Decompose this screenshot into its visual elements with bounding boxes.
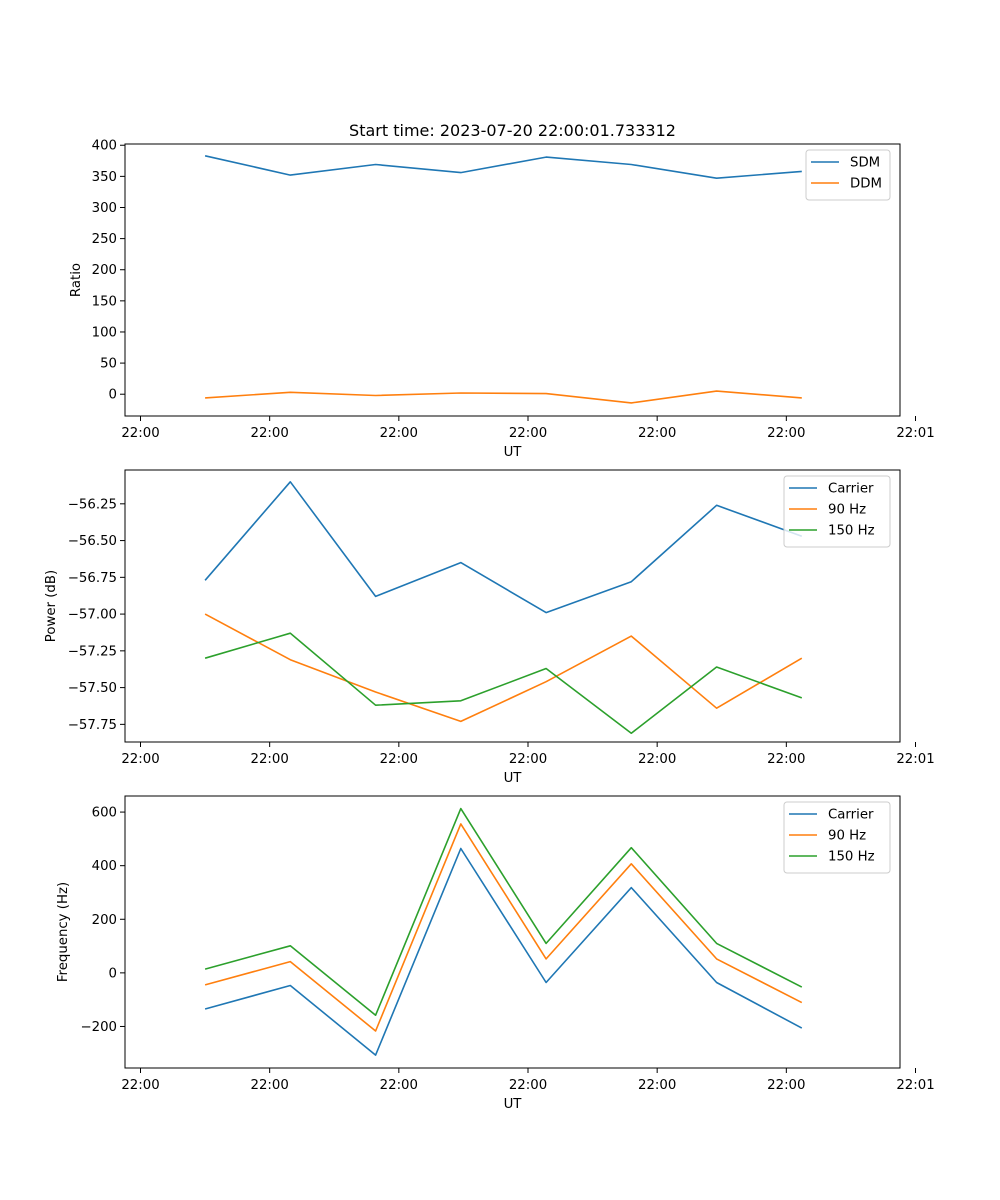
subplot-3: 22:00 22:00 22:00 22:00 22:00 22:00 22:01 −200 0… <box>56 795 935 1112</box>
legend: SDM DDM <box>805 149 891 201</box>
legend-label: SDM <box>850 156 880 171</box>
y-tick-label: 200 <box>92 263 117 278</box>
legend-label: Carrier <box>828 808 874 823</box>
x-axis-label: UT <box>504 445 523 460</box>
series-line-150-hz <box>204 807 803 1017</box>
y-tick-label: 250 <box>92 232 117 247</box>
x-tick-label: 22:00 <box>380 426 418 441</box>
y-tick-label: 50 <box>100 357 117 372</box>
y-tick-label: −200 <box>80 1020 117 1035</box>
legend-label: DDM <box>850 177 882 192</box>
series-line-150-hz <box>204 632 803 735</box>
y-tick-label: 350 <box>92 170 117 185</box>
legend: Carrier 90 Hz 150 Hz <box>783 475 891 548</box>
x-tick-label: 22:00 <box>638 1078 676 1093</box>
y-tick-label: 100 <box>92 325 117 340</box>
plot-frame <box>124 469 901 743</box>
series-line-90-hz <box>204 823 803 1032</box>
x-tick-label: 22:00 <box>251 426 289 441</box>
y-tick-label: −57.75 <box>68 718 117 733</box>
x-tick-label: 22:00 <box>509 426 547 441</box>
y-axis-label: Power (dB) <box>44 570 59 642</box>
x-tick-label: 22:00 <box>251 752 289 767</box>
x-tick-label: 22:00 <box>638 426 676 441</box>
x-tick-label: 22:01 <box>896 1078 934 1093</box>
y-tick-label: 400 <box>92 859 117 874</box>
x-axis-label: UT <box>504 1097 523 1112</box>
plot-frame <box>124 795 901 1069</box>
subplot-2: 22:00 22:00 22:00 22:00 22:00 22:00 22:01 −57.7… <box>44 469 935 786</box>
y-tick-label: −56.25 <box>68 497 117 512</box>
x-tick-label: 22:01 <box>896 426 934 441</box>
series-line-ddm <box>205 390 802 404</box>
legend-label: 150 Hz <box>828 524 875 539</box>
series-line-90-hz <box>204 613 803 723</box>
y-axis-label: Frequency (Hz) <box>56 882 71 982</box>
y-tick-label: 0 <box>109 966 117 981</box>
x-tick-label: 22:00 <box>767 1078 805 1093</box>
series-line-sdm <box>204 155 802 179</box>
y-tick-label: 150 <box>92 294 117 309</box>
y-tick-label: 600 <box>92 806 117 821</box>
series-line-carrier <box>204 480 803 614</box>
legend-label: Carrier <box>828 482 874 497</box>
y-tick-label: −57.50 <box>68 681 117 696</box>
x-tick-label: 22:00 <box>638 752 676 767</box>
x-tick-label: 22:01 <box>896 752 934 767</box>
chart-title: Start time: 2023-07-20 22:00:01.733312 <box>349 121 676 140</box>
y-tick-label: −57.00 <box>68 608 117 623</box>
x-tick-label: 22:00 <box>121 426 159 441</box>
x-tick-label: 22:00 <box>121 1078 159 1093</box>
y-tick-label: 0 <box>109 388 117 403</box>
x-tick-label: 22:00 <box>767 426 805 441</box>
x-tick-label: 22:00 <box>767 752 805 767</box>
y-tick-label: 400 <box>92 139 117 154</box>
y-axis-label: Ratio <box>69 263 84 297</box>
series-line-carrier <box>204 847 803 1056</box>
x-tick-label: 22:00 <box>121 752 159 767</box>
legend-label: 90 Hz <box>828 503 866 518</box>
x-tick-label: 22:00 <box>380 1078 418 1093</box>
y-tick-label: −56.50 <box>68 534 117 549</box>
legend-label: 90 Hz <box>828 829 866 844</box>
x-tick-label: 22:00 <box>509 1078 547 1093</box>
plot-frame <box>124 143 901 417</box>
y-tick-label: −57.25 <box>68 644 117 659</box>
legend: Carrier 90 Hz 150 Hz <box>783 801 891 874</box>
y-tick-label: −56.75 <box>68 571 117 586</box>
subplot-1: Start time: 2023-07-20 22:00:01.733312 22… <box>69 121 935 460</box>
x-tick-label: 22:00 <box>509 752 547 767</box>
y-tick-label: 200 <box>92 913 117 928</box>
x-tick-label: 22:00 <box>380 752 418 767</box>
y-tick-label: 300 <box>92 201 117 216</box>
x-axis-label: UT <box>504 771 523 786</box>
legend-label: 150 Hz <box>828 850 875 865</box>
x-tick-label: 22:00 <box>251 1078 289 1093</box>
